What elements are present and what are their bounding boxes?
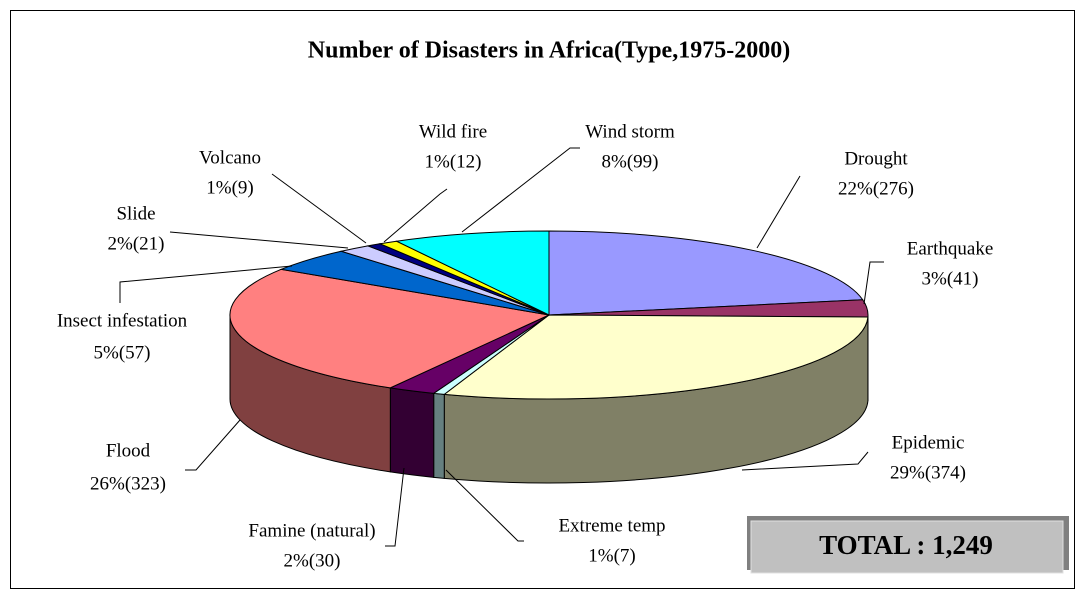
slice-label: Drought [844,148,908,169]
leader-line [119,265,293,303]
slice-side [389,387,435,478]
leader-line [383,188,448,243]
slice-label: Flood [106,440,151,461]
leader-line [756,175,801,249]
slice-label: Famine (natural) [248,520,375,541]
labels: Drought 22%(276) Earthquake 3%(41) Epidemic 2… [57,121,993,571]
slice [442,314,869,400]
leader-line [271,173,367,244]
slice-side [433,392,445,479]
slice-value-label: 1%(9) [206,177,253,198]
pie [229,230,869,484]
slice-value-label: 2%(21) [108,233,165,254]
total-label: TOTAL : 1,249 [819,530,993,560]
slice-value-label: 22%(276) [838,178,914,199]
leader-line [741,451,869,471]
slice [394,230,550,316]
slice-value-label: 5%(57) [94,342,151,363]
slice-value-label: 3%(41) [922,268,979,289]
leader-line [461,147,580,233]
slice-label: Epidemic [892,432,965,453]
slice-label: Volcano [199,147,261,168]
slice-value-label: 8%(99) [602,151,659,172]
slice [548,230,864,316]
slice-label: Wind storm [585,121,675,142]
total-box [750,520,1064,574]
slice-value-label: 2%(30) [284,550,341,571]
slice-label: Extreme temp [558,515,665,536]
leader-line [385,467,405,547]
slice-value-label: 1%(12) [425,151,482,172]
slice-label: Wild fire [419,121,487,142]
leader-line [185,419,241,471]
slice [229,268,551,389]
chart-title: Number of Disasters in Africa(Type,1975-… [308,38,790,64]
slice-label: Earthquake [907,238,994,259]
slice-value-label: 26%(323) [90,473,166,494]
leader-line [445,469,524,542]
slice-value-label: 1%(7) [588,545,635,566]
leader-line [863,261,884,305]
slice-value-label: 29%(374) [890,462,966,483]
slice-label: Slide [116,203,155,224]
leader-line [169,231,349,249]
slice-label: Insect infestation [57,310,188,331]
